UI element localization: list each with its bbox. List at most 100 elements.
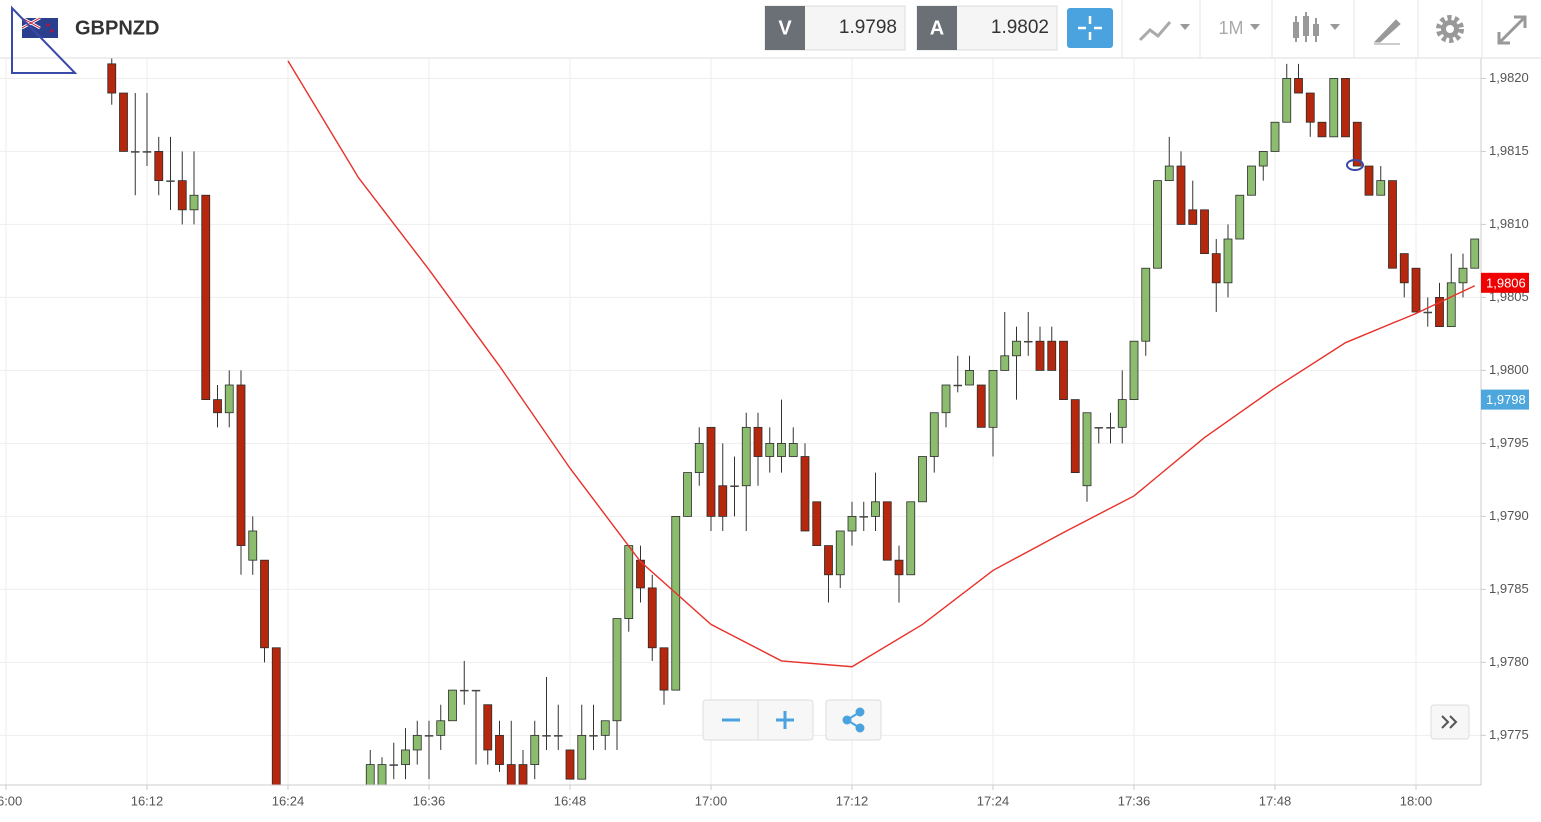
candle-body (448, 689, 457, 722)
candle-body (706, 426, 716, 517)
candle-body (1294, 78, 1303, 94)
symbol: GBPNZD (75, 17, 159, 39)
candle-body (401, 749, 410, 765)
ask-tag (917, 6, 957, 50)
y-tick-label: 1,9800 (1489, 362, 1529, 377)
candle-body (1470, 238, 1480, 269)
price-marker-label: 1,9798 (1486, 392, 1526, 407)
y-tick-label: 1,9815 (1489, 143, 1529, 158)
candle-body (1176, 165, 1186, 225)
x-tick-label: 17:00 (695, 793, 728, 808)
candle-body (224, 384, 234, 414)
candle-body (1117, 399, 1127, 428)
fullscreen-icon[interactable] (1497, 15, 1527, 45)
draw-icon[interactable] (1373, 19, 1401, 45)
share-button[interactable] (842, 707, 865, 733)
candle-body (741, 426, 751, 487)
candle-body (1446, 282, 1456, 328)
scroll-end-button[interactable] (1441, 715, 1458, 729)
candle-body (871, 501, 880, 517)
candle-body (518, 764, 528, 785)
candle-body (1153, 180, 1162, 269)
candle-body (483, 704, 493, 751)
candle-body (777, 442, 786, 457)
candle-body (647, 587, 657, 649)
candle-body (753, 426, 763, 457)
x-tick-label: 16:00 (0, 793, 22, 808)
candle-body (730, 485, 739, 487)
x-tick-label: 16:36 (413, 793, 446, 808)
candle-body (1388, 180, 1397, 269)
candle-body (389, 764, 398, 766)
crosshair-button[interactable] (1067, 8, 1113, 48)
candle-body (988, 370, 998, 428)
candle-body (377, 764, 387, 785)
candle-body (1012, 340, 1021, 357)
candle-body (236, 384, 246, 546)
candle-body (460, 689, 469, 692)
y-tick-label: 1,9785 (1489, 581, 1529, 596)
candle-body (765, 442, 775, 457)
candle-body (976, 384, 986, 428)
candle-body (600, 720, 610, 736)
candle-body (1129, 340, 1139, 401)
candle-body (918, 456, 927, 503)
candle-body (1423, 311, 1432, 314)
candle-body (1223, 238, 1233, 284)
share-box (825, 699, 882, 741)
grid (0, 58, 1481, 785)
candle-body (612, 618, 622, 722)
candle-body (589, 735, 598, 737)
candle-body (142, 151, 152, 153)
bid-price: 1.9798 (839, 17, 897, 38)
dropdown-arrow (1180, 24, 1190, 30)
candle-body (1329, 78, 1339, 138)
candle-body (1258, 151, 1268, 167)
candle-body (953, 384, 962, 387)
candle-body (906, 501, 916, 576)
candle-body (812, 501, 822, 546)
price-marker-label: 1,9806 (1486, 275, 1526, 290)
candle-body (554, 735, 563, 737)
candle-body (436, 720, 446, 736)
timeframe[interactable]: 1M (1218, 18, 1243, 38)
candle-body (718, 485, 728, 517)
candle-body (847, 515, 857, 532)
candle-body (1364, 165, 1374, 196)
chart-type-icon[interactable] (1138, 21, 1172, 42)
price-marker (1481, 272, 1529, 293)
candle-body (683, 472, 692, 517)
candle-body (1305, 92, 1315, 123)
candle-body (1082, 412, 1092, 487)
candle-body (412, 734, 422, 751)
candle-body (177, 180, 187, 211)
candle-body (471, 689, 481, 692)
dropdown-arrow (1330, 24, 1340, 30)
candle-body (260, 559, 269, 649)
candle-body (1200, 209, 1209, 255)
drawing-triangle (11, 5, 78, 74)
candle-body (894, 559, 904, 576)
candle-body (671, 515, 681, 691)
axes: 1,9775 1,9780 1,9785 1,9790 1,9795 1,9800 1,98… (0, 70, 1529, 808)
settings-icon[interactable] (1436, 15, 1464, 43)
zoom-in-button[interactable] (776, 711, 794, 729)
candle-body (154, 151, 164, 182)
candles-icon[interactable] (1293, 12, 1319, 42)
candle-body (1024, 340, 1033, 343)
candle-body (424, 735, 434, 737)
y-tick-label: 1,9780 (1489, 654, 1529, 669)
y-tick-label: 1,9810 (1489, 216, 1529, 231)
candle-body (495, 734, 504, 765)
candle-body (213, 399, 222, 414)
x-tick-label: 17:12 (836, 793, 869, 808)
candle-body (824, 545, 833, 576)
ask-price: 1.9802 (991, 17, 1049, 38)
candle-body (1247, 165, 1256, 196)
moving-average-line (287, 60, 1476, 668)
candle-body (530, 734, 540, 765)
candle-body (542, 735, 551, 737)
y-tick-label: 1,9790 (1489, 508, 1529, 523)
candle-body (201, 194, 211, 401)
flag-icon (21, 16, 58, 38)
